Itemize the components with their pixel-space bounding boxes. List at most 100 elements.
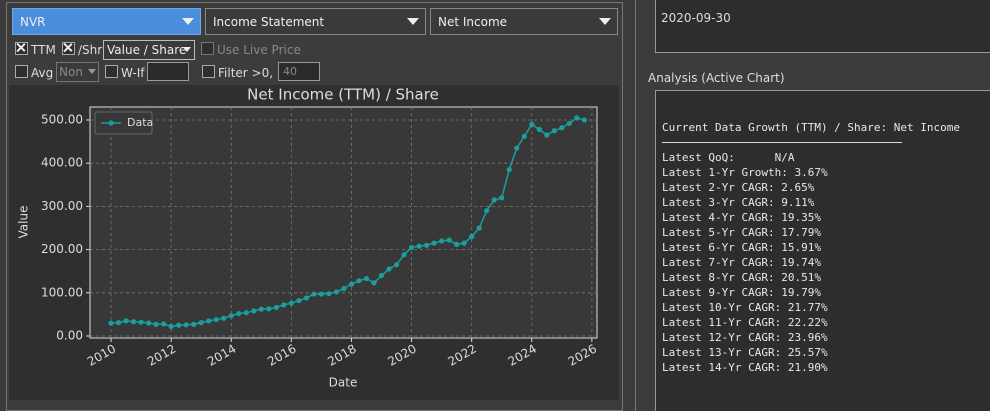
data-point: [130, 319, 137, 325]
checkbox[interactable]: [15, 42, 28, 55]
data-point: [318, 291, 325, 297]
data-point: [273, 304, 279, 311]
plot-area: [89, 106, 598, 339]
analysis-line: Latest 14-Yr CAGR: 21.90%: [662, 361, 828, 374]
data-point: [363, 275, 370, 282]
dropdown-arrow: [182, 18, 194, 25]
data-point: [506, 167, 512, 173]
y-tick-label: 100.00: [41, 285, 83, 299]
data-point: [303, 295, 309, 301]
x-axis-label: Date: [329, 376, 358, 390]
analysis-line: Latest 4-Yr CAGR: 19.35%: [662, 211, 821, 224]
data-point: [454, 241, 460, 248]
statement-text: Income Statement: [213, 15, 325, 29]
data-point: [311, 291, 317, 297]
checkbox-label: W-If: [121, 66, 145, 80]
checkbox[interactable]: [15, 65, 28, 78]
data-point: [168, 323, 174, 330]
data-point: [566, 120, 572, 127]
legend-marker: [108, 120, 114, 126]
data-point: [401, 252, 407, 258]
data-point: [333, 289, 340, 295]
y-tick-label: 400.00: [41, 156, 83, 170]
dropdown-arrow: [599, 18, 611, 25]
chart-title: Net Income (TTM) / Share: [247, 86, 439, 104]
checkbox-label: Avg: [31, 66, 54, 80]
data-point: [529, 121, 535, 127]
data-point: [439, 238, 445, 244]
live-price-checkbox[interactable]: Use Live Price: [201, 42, 301, 57]
dropdown-arrow: [407, 18, 419, 25]
data-point: [514, 145, 520, 151]
data-point: [123, 318, 129, 324]
data-point: [326, 291, 332, 297]
data-point: [469, 234, 475, 240]
data-point: [461, 240, 467, 246]
data-point: [138, 319, 144, 325]
data-point: [115, 320, 122, 326]
per-share-checkbox[interactable]: /Shr: [62, 42, 102, 57]
analysis-line: Latest 12-Yr CAGR: 23.96%: [662, 331, 828, 344]
data-point: [431, 240, 437, 246]
heading-rule: [662, 142, 902, 143]
data-point: [206, 318, 212, 324]
metric-text: Net Income: [438, 15, 508, 29]
y-tick-label: 200.00: [41, 242, 83, 256]
data-point: [281, 302, 287, 308]
analysis-heading: Current Data Growth (TTM) / Share: Net I…: [662, 121, 961, 134]
data-point: [296, 297, 302, 304]
data-point: [446, 237, 452, 243]
data-point: [153, 321, 159, 327]
checkbox[interactable]: [62, 42, 75, 55]
analysis-line: Latest 5-Yr CAGR: 17.79%: [662, 226, 821, 239]
analysis-line: Latest QoQ: N/A: [662, 151, 795, 164]
data-point: [536, 126, 542, 133]
analysis-title: Analysis (Active Chart): [648, 71, 785, 85]
filter-checkbox[interactable]: Filter >0, <: [202, 65, 287, 80]
checkbox[interactable]: [201, 42, 214, 55]
mode-dropdown[interactable]: Value / Share: [103, 40, 195, 60]
data-point: [393, 262, 400, 268]
data-point: [213, 316, 219, 323]
data-point: [559, 125, 565, 131]
checkbox-label: TTM: [31, 43, 56, 57]
chart: Net Income (TTM) / Share Date Value 0.00…: [9, 85, 619, 400]
legend-box: [94, 111, 153, 135]
data-point: [191, 321, 197, 327]
data-point: [258, 306, 264, 312]
ticker-dropdown[interactable]: NVR: [12, 8, 201, 35]
what-if-checkbox[interactable]: W-If: [105, 65, 144, 80]
divider: [635, 0, 636, 411]
avg-checkbox[interactable]: Avg: [15, 65, 53, 80]
data-line: [110, 116, 585, 328]
statement-dropdown[interactable]: Income Statement: [205, 8, 426, 35]
data-point: [356, 278, 362, 284]
data-point: [243, 310, 249, 316]
filter-input-text: 40: [283, 65, 297, 78]
dropdown-arrow: [88, 69, 96, 74]
data-point: [521, 133, 527, 139]
data-point: [146, 320, 152, 326]
checkbox[interactable]: [105, 65, 118, 78]
data-point: [386, 266, 392, 272]
filter-input[interactable]: 40: [278, 62, 320, 81]
date-panel: [655, 0, 990, 53]
data-point: [476, 225, 482, 231]
analysis-line: Latest 3-Yr CAGR: 9.11%: [662, 196, 815, 209]
data-point: [341, 285, 347, 292]
data-point: [251, 308, 257, 314]
metric-dropdown[interactable]: Net Income: [430, 8, 618, 35]
avg-mode-dropdown[interactable]: Non: [56, 62, 99, 82]
checkbox[interactable]: [202, 65, 215, 78]
what-if-input[interactable]: [147, 62, 189, 81]
date-text: 2020-09-30: [661, 11, 731, 25]
avg-mode-text: Non: [59, 65, 83, 79]
y-tick-label: 0.00: [56, 329, 83, 343]
y-tick-label: 300.00: [41, 199, 83, 213]
analysis-line: Latest 7-Yr CAGR: 19.74%: [662, 256, 821, 269]
y-axis-label: Value: [17, 206, 31, 239]
ttm-checkbox[interactable]: TTM: [15, 42, 56, 57]
analysis-panel: Current Data Growth (TTM) / Share: Net I…: [655, 90, 990, 411]
data-point: [491, 197, 497, 203]
